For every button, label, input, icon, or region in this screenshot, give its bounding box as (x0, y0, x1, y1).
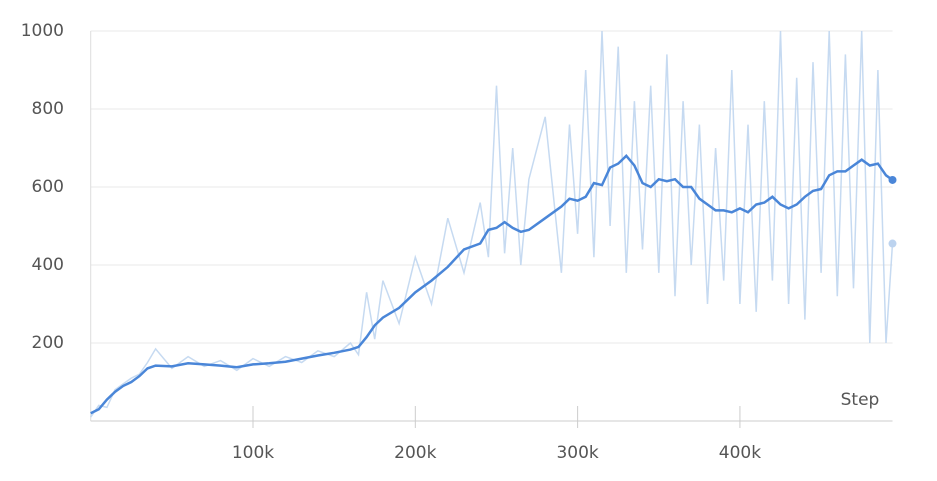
x-tick-label: 300k (556, 443, 598, 463)
y-tick-label: 400 (32, 255, 64, 275)
x-tick-label: 400k (719, 443, 761, 463)
y-tick-label: 200 (32, 333, 64, 353)
y-tick-label: 1000 (21, 21, 64, 41)
end-point (888, 175, 897, 184)
x-axis-label: Step (841, 390, 880, 410)
y-tick-label: 800 (32, 99, 64, 119)
y-tick-label: 600 (32, 177, 64, 197)
x-tick-label: 100k (232, 443, 274, 463)
raw-line (90, 31, 894, 418)
x-tick-label: 200k (394, 443, 436, 463)
smoothed-line (90, 153, 894, 415)
end-point (888, 239, 897, 248)
